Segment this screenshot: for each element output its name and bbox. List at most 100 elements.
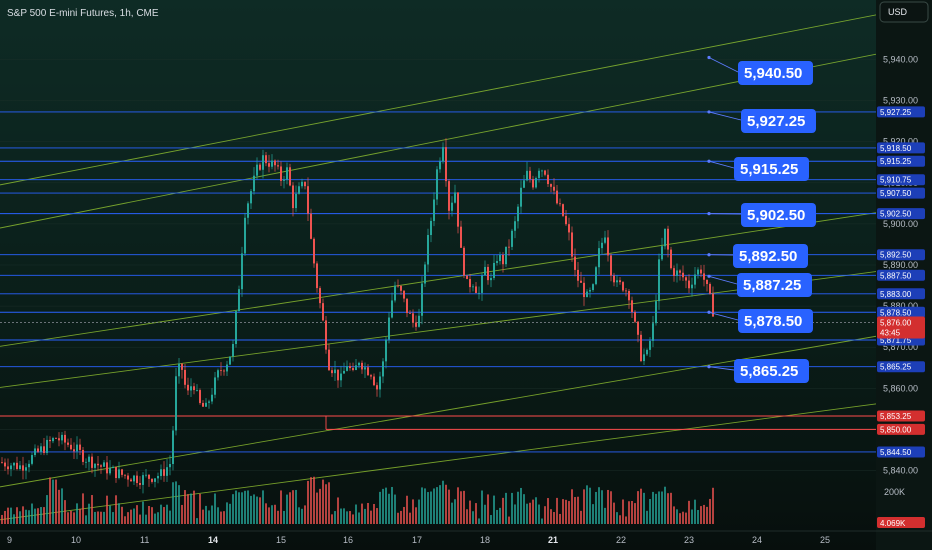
candle-body xyxy=(151,479,153,482)
candle-body xyxy=(697,270,699,275)
volume-bar xyxy=(340,509,342,524)
volume-bar xyxy=(226,502,228,524)
time-tick-label: 15 xyxy=(276,535,286,545)
candle-body xyxy=(658,259,660,301)
volume-bar xyxy=(292,490,294,524)
volume-bar xyxy=(439,485,441,524)
volume-bar xyxy=(160,505,162,524)
volume-bar xyxy=(679,513,681,524)
volume-bar xyxy=(121,507,123,524)
volume-bar xyxy=(112,512,114,524)
candle-body xyxy=(55,438,57,439)
candle-body xyxy=(484,267,486,276)
candle-body xyxy=(361,363,363,370)
candle-body xyxy=(655,301,657,323)
candle-body xyxy=(241,253,243,289)
volume-bar xyxy=(163,507,165,524)
volume-bar xyxy=(373,504,375,524)
volume-bar xyxy=(460,491,462,524)
candle-body xyxy=(28,464,30,467)
candle-body xyxy=(520,188,522,207)
volume-bar xyxy=(631,501,633,524)
candle-body xyxy=(622,282,624,290)
volume-bar xyxy=(64,500,66,524)
time-tick-label: 25 xyxy=(820,535,830,545)
volume-bar xyxy=(244,491,246,524)
price-axis[interactable]: 5,940.005,930.005,920.005,910.005,900.00… xyxy=(876,0,932,550)
volume-bar xyxy=(451,503,453,524)
volume-bar xyxy=(46,495,48,524)
currency-button[interactable]: USD xyxy=(880,2,928,22)
volume-bar xyxy=(247,490,249,524)
volume-bar xyxy=(541,519,543,524)
volume-bar xyxy=(109,506,111,524)
candle-body xyxy=(373,377,375,386)
volume-bar xyxy=(172,482,174,524)
candle-body xyxy=(340,374,342,381)
candle-body xyxy=(193,386,195,390)
candle-body xyxy=(226,365,228,372)
candle-body xyxy=(577,270,579,281)
volume-bar xyxy=(487,494,489,524)
candle-body xyxy=(76,445,78,452)
candle-body xyxy=(568,224,570,232)
candle-body xyxy=(355,365,357,370)
callout-anchor xyxy=(707,253,710,256)
volume-bar xyxy=(70,511,72,524)
candle-body xyxy=(406,299,408,313)
level-tag-label: 5,878.50 xyxy=(880,308,912,317)
candle-body xyxy=(112,467,114,468)
callout-label: 5,902.50 xyxy=(747,207,805,224)
volume-bar xyxy=(403,507,405,524)
volume-bar xyxy=(127,512,129,524)
volume-bar xyxy=(241,492,243,524)
level-tag-label: 5,915.25 xyxy=(880,157,912,166)
candle-body xyxy=(85,462,87,463)
time-tick-label: 23 xyxy=(684,535,694,545)
volume-bar xyxy=(478,518,480,524)
volume-bar xyxy=(148,506,150,524)
volume-bar xyxy=(232,494,234,524)
callout-anchor xyxy=(707,212,710,215)
candle-body xyxy=(61,435,63,440)
candle-body xyxy=(325,320,327,349)
candle-body xyxy=(292,185,294,208)
candle-body xyxy=(67,443,69,445)
volume-bar xyxy=(484,505,486,524)
candle-body xyxy=(34,448,36,455)
volume-bar xyxy=(424,488,426,524)
level-tag-label: 5,883.00 xyxy=(880,290,912,299)
candle-body xyxy=(694,274,696,284)
candle-body xyxy=(118,469,120,478)
candle-body xyxy=(31,455,33,464)
candle-body xyxy=(280,166,282,180)
candle-body xyxy=(10,465,12,469)
volume-bar xyxy=(466,509,468,524)
volume-bar xyxy=(235,491,237,524)
currency-label: USD xyxy=(888,7,908,17)
candle-body xyxy=(235,311,237,344)
volume-bar xyxy=(463,491,465,524)
candle-body xyxy=(583,283,585,297)
volume-bar xyxy=(280,490,282,524)
volume-bar xyxy=(427,492,429,524)
volume-bar xyxy=(61,488,63,524)
candle-body xyxy=(205,403,207,407)
volume-bar xyxy=(259,497,261,524)
candle-body xyxy=(298,186,300,194)
volume-bar xyxy=(502,498,504,524)
volume-bar xyxy=(322,480,324,524)
candle-body xyxy=(187,385,189,391)
volume-bar xyxy=(655,494,657,524)
volume-bar xyxy=(421,487,423,524)
volume-bar xyxy=(67,512,69,524)
candle-body xyxy=(196,390,198,391)
volume-bar xyxy=(526,504,528,524)
candle-body xyxy=(709,284,711,294)
callout-label: 5,878.50 xyxy=(744,313,802,330)
volume-bar xyxy=(43,507,45,524)
callout-anchor xyxy=(707,275,710,278)
volume-bar xyxy=(634,503,636,524)
candle-body xyxy=(547,175,549,184)
